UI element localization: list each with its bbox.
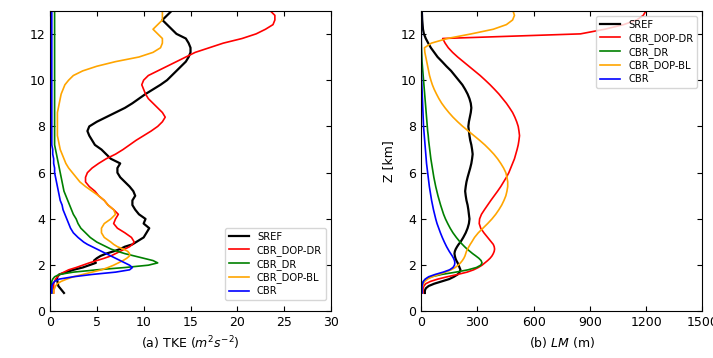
SREF — [463, 175, 472, 179]
SREF — [116, 175, 125, 179]
CBR — [48, 9, 56, 13]
CBR_DR — [418, 55, 426, 59]
CBR_DR — [130, 254, 138, 258]
CBR_DOP-DR — [441, 41, 449, 45]
SREF — [177, 64, 185, 68]
CBR_DOP-DR — [453, 55, 462, 59]
Line: CBR_DOP-DR: CBR_DOP-DR — [53, 11, 275, 293]
Y-axis label: Z [km]: Z [km] — [381, 140, 395, 182]
CBR_DOP-BL — [474, 231, 483, 235]
CBR_DOP-DR — [419, 291, 427, 295]
CBR_DOP-BL — [72, 175, 81, 179]
Line: CBR_DR: CBR_DR — [52, 11, 158, 293]
CBR_DR — [51, 9, 59, 13]
CBR_DOP-DR — [266, 9, 275, 13]
CBR_DR — [57, 175, 66, 179]
CBR_DOP-BL — [421, 55, 430, 59]
CBR — [51, 175, 60, 179]
CBR — [106, 254, 115, 258]
CBR_DOP-DR — [182, 55, 190, 59]
CBR_DOP-BL — [49, 291, 58, 295]
CBR_DOP-DR — [163, 64, 171, 68]
CBR_DOP-BL — [158, 9, 167, 13]
SREF — [421, 291, 429, 295]
CBR_DOP-BL — [135, 55, 143, 59]
CBR_DOP-DR — [488, 254, 496, 258]
CBR_DOP-BL — [125, 254, 134, 258]
CBR — [48, 55, 56, 59]
CBR_DR — [417, 41, 426, 45]
Line: CBR: CBR — [52, 11, 133, 293]
SREF — [168, 9, 176, 13]
CBR_DOP-BL — [427, 41, 436, 45]
SREF — [451, 254, 459, 258]
SREF — [142, 231, 150, 235]
Line: CBR_DOP-BL: CBR_DOP-BL — [422, 11, 515, 293]
CBR_DOP-DR — [49, 291, 58, 295]
SREF — [418, 9, 426, 13]
CBR — [424, 175, 433, 179]
CBR — [48, 291, 56, 295]
CBR_DR — [448, 231, 457, 235]
CBR_DR — [51, 41, 59, 45]
CBR — [418, 291, 426, 295]
CBR_DOP-BL — [508, 9, 517, 13]
SREF — [96, 254, 105, 258]
CBR — [417, 9, 426, 13]
CBR_DR — [51, 64, 59, 68]
SREF — [424, 41, 433, 45]
CBR_DOP-DR — [106, 254, 115, 258]
CBR — [436, 231, 445, 235]
CBR_DOP-DR — [465, 64, 473, 68]
CBR — [69, 231, 78, 235]
SREF — [434, 55, 442, 59]
CBR_DOP-DR — [219, 41, 227, 45]
CBR_DOP-DR — [502, 175, 511, 179]
Line: CBR: CBR — [421, 11, 455, 293]
CBR — [417, 41, 426, 45]
CBR_DOP-BL — [418, 291, 426, 295]
CBR_DOP-BL — [424, 64, 432, 68]
CBR — [448, 254, 456, 258]
CBR_DOP-DR — [120, 231, 129, 235]
SREF — [60, 291, 68, 295]
CBR_DOP-DR — [642, 9, 650, 13]
CBR_DR — [48, 291, 56, 295]
CBR_DR — [81, 231, 90, 235]
CBR_DOP-BL — [93, 64, 101, 68]
Line: CBR_DOP-DR: CBR_DOP-DR — [423, 11, 646, 293]
Line: CBR_DOP-BL: CBR_DOP-BL — [53, 11, 163, 293]
Legend: SREF, CBR_DOP-DR, CBR_DR, CBR_DOP-BL, CBR: SREF, CBR_DOP-DR, CBR_DR, CBR_DOP-BL, CB… — [596, 16, 697, 88]
CBR_DR — [418, 291, 426, 295]
CBR — [417, 64, 426, 68]
CBR_DOP-BL — [158, 41, 167, 45]
CBR_DR — [418, 64, 426, 68]
CBR_DOP-DR — [81, 175, 90, 179]
CBR_DR — [51, 55, 59, 59]
X-axis label: (a) TKE $(m^2s^{-2})$: (a) TKE $(m^2s^{-2})$ — [141, 335, 240, 353]
CBR_DR — [417, 9, 426, 13]
Line: SREF: SREF — [57, 11, 190, 293]
Line: CBR_DR: CBR_DR — [421, 11, 482, 293]
SREF — [442, 64, 451, 68]
CBR_DOP-DR — [480, 231, 488, 235]
Line: SREF: SREF — [422, 11, 473, 293]
CBR — [48, 64, 56, 68]
CBR_DR — [471, 254, 480, 258]
CBR_DOP-BL — [503, 175, 511, 179]
SREF — [461, 231, 470, 235]
X-axis label: (b) $LM$ (m): (b) $LM$ (m) — [528, 335, 595, 350]
CBR_DR — [429, 175, 438, 179]
CBR — [417, 55, 426, 59]
CBR_DOP-BL — [461, 254, 469, 258]
SREF — [185, 55, 193, 59]
Legend: SREF, CBR_DOP-DR, CBR_DR, CBR_DOP-BL, CBR: SREF, CBR_DOP-DR, CBR_DR, CBR_DOP-BL, CB… — [225, 228, 326, 300]
CBR_DOP-BL — [97, 231, 106, 235]
CBR — [48, 41, 56, 45]
SREF — [185, 41, 193, 45]
